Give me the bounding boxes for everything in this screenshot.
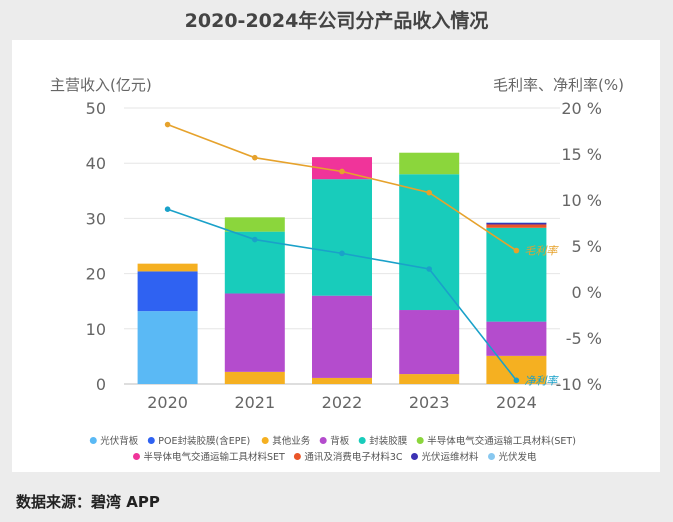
- bar-segment: [224, 293, 285, 372]
- legend-label: 光伏发电: [499, 451, 538, 463]
- legend-swatch: [319, 437, 327, 444]
- right-tick-label: -10 %: [556, 375, 602, 394]
- legend-label: 通讯及消费电子材料3C: [304, 451, 403, 463]
- bar-segment: [224, 371, 285, 384]
- left-tick-label: 50: [86, 99, 106, 118]
- legend-label: 半导体电气交通运输工具材料SET: [144, 451, 286, 463]
- chart-svg: 主营收入(亿元) 毛利率、净利率(%) 0 10 20 30 40 50 -10 % -5 % 0 …: [50, 76, 624, 463]
- bar-segment: [312, 377, 372, 384]
- legend-label: POE封装胶膜(含EPE): [158, 435, 250, 447]
- series-point: [513, 247, 520, 254]
- legend-label: 光伏运维材料: [422, 451, 480, 463]
- legend-swatch: [488, 453, 495, 460]
- bar-segment: [312, 157, 372, 180]
- series-point: [252, 236, 258, 243]
- legend-label: 光伏背板: [100, 435, 139, 447]
- left-tick-label: 40: [86, 154, 106, 173]
- legend-label: 其他业务: [272, 435, 311, 447]
- bar-segment: [137, 263, 198, 272]
- legend-swatch: [358, 437, 366, 444]
- legend-swatch: [416, 437, 424, 444]
- legend-label: 半导体电气交通运输工具材料(SET): [427, 435, 576, 447]
- bar-segment: [312, 295, 372, 378]
- legend-swatch: [411, 453, 418, 460]
- x-tick-label: 2021: [234, 393, 275, 412]
- left-tick-label: 0: [96, 375, 106, 394]
- bar-segment: [312, 179, 372, 296]
- data-source: 数据来源：碧湾 APP: [16, 493, 160, 511]
- series-point: [513, 377, 520, 384]
- series-point: [339, 250, 345, 257]
- x-tick-label: 2022: [322, 393, 363, 412]
- legend-label: 封装胶膜: [369, 435, 408, 447]
- legend-swatch: [89, 437, 97, 444]
- bar-segment: [137, 271, 198, 312]
- bar-segment: [486, 222, 547, 223]
- x-tick-label: 2020: [147, 393, 188, 412]
- bar-segment: [486, 321, 547, 356]
- left-tick-label: 10: [86, 320, 106, 339]
- bar-segment: [486, 224, 547, 228]
- legend-swatch: [261, 437, 269, 444]
- left-tick-label: 20: [86, 265, 106, 284]
- chart-title: 2020-2024年公司分产品收入情况: [184, 10, 489, 32]
- legend-swatch: [293, 453, 301, 460]
- bar-segment: [137, 311, 198, 384]
- right-tick-label: -5 %: [566, 329, 602, 348]
- bar-segment: [399, 174, 460, 311]
- bar-segment: [486, 227, 547, 322]
- bar-segment: [224, 217, 285, 232]
- right-tick-label: 5 %: [572, 237, 602, 256]
- series-point: [164, 206, 171, 212]
- series-point: [426, 189, 433, 196]
- x-tick-label: 2024: [496, 393, 537, 412]
- bar-segment: [399, 374, 460, 384]
- right-tick-label: 0 %: [572, 283, 602, 302]
- series-end-label: 净利率: [524, 374, 559, 387]
- right-tick-label: 20 %: [561, 99, 602, 118]
- left-axis-title: 主营收入(亿元): [50, 76, 152, 94]
- series-point: [426, 266, 433, 272]
- series-point: [164, 121, 171, 128]
- bar-segment: [399, 310, 460, 375]
- series-end-label: 毛利率: [524, 245, 559, 258]
- chart-panel: 主营收入(亿元) 毛利率、净利率(%) 0 10 20 30 40 50 -10 % -5 % 0 …: [12, 40, 660, 472]
- right-axis-title: 毛利率、净利率(%): [493, 76, 624, 94]
- right-tick-label: 15 %: [561, 145, 602, 164]
- series-point: [339, 168, 345, 175]
- series-point: [252, 154, 258, 161]
- x-tick-label: 2023: [409, 393, 450, 412]
- right-tick-label: 10 %: [561, 191, 602, 210]
- legend-swatch: [147, 437, 155, 444]
- legend-swatch: [133, 453, 140, 460]
- bar-segment: [486, 222, 547, 225]
- bar-segment: [399, 152, 460, 175]
- left-tick-label: 30: [86, 209, 106, 228]
- legend-label: 背板: [330, 435, 350, 447]
